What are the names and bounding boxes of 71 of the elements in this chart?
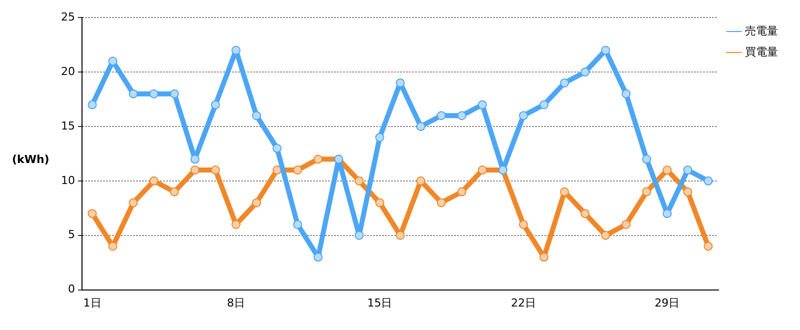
point <box>704 176 713 186</box>
point <box>601 230 610 240</box>
point <box>128 198 138 208</box>
point <box>170 89 179 98</box>
y-axis-title: (kWh) <box>12 153 50 166</box>
point <box>416 122 426 131</box>
point <box>642 154 652 164</box>
point <box>375 198 384 208</box>
point <box>170 187 179 196</box>
point <box>416 176 426 186</box>
point <box>314 154 323 164</box>
point <box>293 220 302 229</box>
legend-label: 買電量 <box>745 45 778 58</box>
point <box>128 89 138 98</box>
point <box>560 187 570 196</box>
point <box>88 209 97 218</box>
point <box>662 166 672 175</box>
point <box>642 187 652 196</box>
point <box>704 242 713 251</box>
point <box>190 154 200 164</box>
point <box>457 187 466 196</box>
point <box>457 111 466 120</box>
point <box>436 198 446 208</box>
point <box>396 78 405 88</box>
point <box>108 242 118 251</box>
point <box>683 166 692 175</box>
point <box>149 176 158 186</box>
point <box>539 100 548 110</box>
point <box>518 111 528 120</box>
x-tick-label: 1日 <box>83 296 102 310</box>
x-tick-label: 15日 <box>367 296 392 310</box>
point <box>662 209 672 218</box>
point <box>518 220 528 229</box>
point <box>580 209 590 218</box>
x-tick-label: 29日 <box>654 296 680 310</box>
y-tick-label: 0 <box>68 282 75 296</box>
point <box>622 89 631 98</box>
point <box>560 78 570 88</box>
y-tick-label: 5 <box>68 228 75 242</box>
point <box>88 100 97 110</box>
point <box>231 46 240 55</box>
point <box>272 144 282 153</box>
point <box>314 252 323 262</box>
y-tick-label: 20 <box>60 64 75 78</box>
point <box>601 46 610 55</box>
point <box>396 230 405 240</box>
x-tick-label: 8日 <box>226 296 245 310</box>
point <box>354 230 364 240</box>
point <box>293 166 302 175</box>
point <box>683 187 692 196</box>
y-tick-label: 15 <box>60 119 75 132</box>
point <box>149 89 158 98</box>
x-tick-label: 22日 <box>510 296 536 310</box>
point <box>190 166 200 175</box>
point <box>354 176 364 186</box>
point <box>210 166 220 175</box>
point <box>108 56 118 66</box>
point <box>375 132 384 142</box>
point <box>478 100 487 110</box>
point <box>539 252 548 262</box>
y-tick-label: 10 <box>60 174 75 187</box>
point <box>436 111 446 120</box>
point <box>210 100 220 110</box>
point <box>272 166 282 175</box>
point <box>252 198 262 208</box>
y-tick-label: 25 <box>60 10 75 24</box>
point <box>252 111 262 120</box>
legend-label: 売電量 <box>745 24 778 38</box>
point <box>580 68 590 77</box>
point <box>478 166 487 175</box>
point <box>622 220 631 229</box>
